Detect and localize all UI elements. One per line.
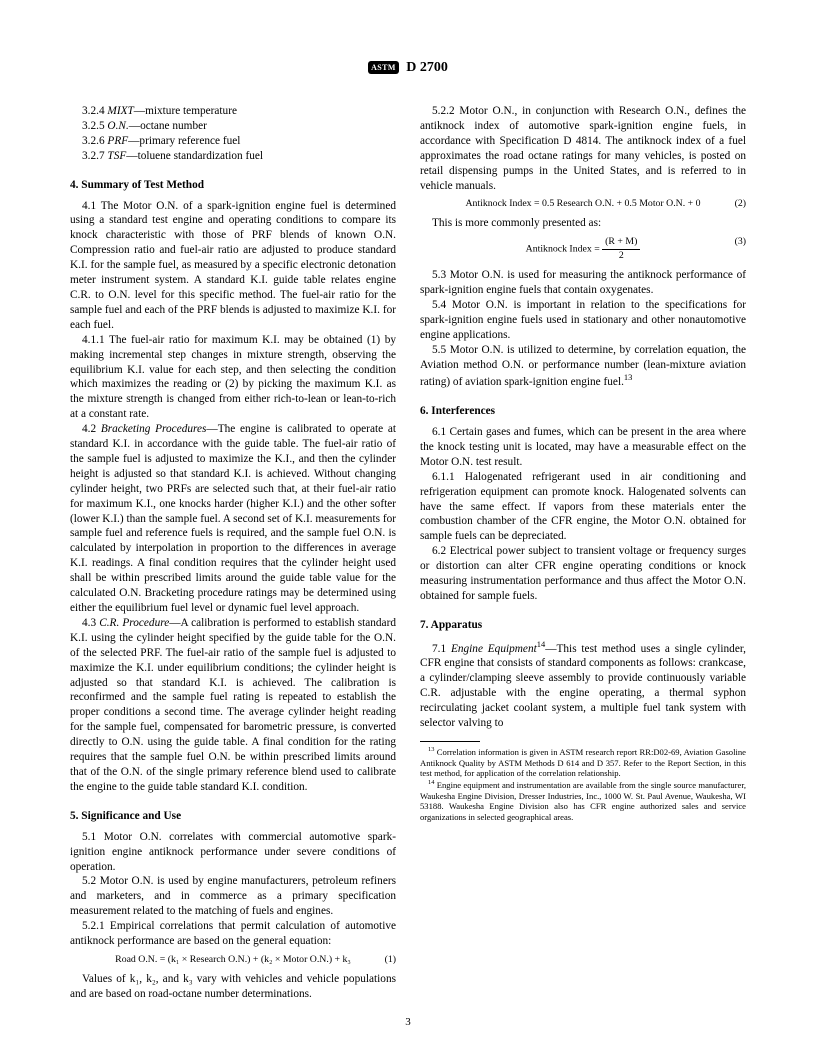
- para-6-2: 6.2 Electrical power subject to transien…: [420, 544, 746, 604]
- content-columns: 3.2.4 MIXT—mixture temperature 3.2.5 O.N…: [70, 104, 746, 1004]
- para-4-1: 4.1 The Motor O.N. of a spark-ignition e…: [70, 199, 396, 333]
- astm-logo: ASTM: [368, 61, 399, 74]
- para-5-3: 5.3 Motor O.N. is used for measuring the…: [420, 268, 746, 298]
- page-number: 3: [0, 1016, 816, 1028]
- para-5-4: 5.4 Motor O.N. is important in relation …: [420, 298, 746, 343]
- para-5-2-1-values: Values of k₁, k₂, and k₃ vary with vehic…: [70, 972, 396, 1002]
- section-7-title: 7. Apparatus: [420, 618, 746, 633]
- para-4-1-1: 4.1.1 The fuel-air ratio for maximum K.I…: [70, 333, 396, 422]
- para-4-3: 4.3 C.R. Procedure—A calibration is perf…: [70, 616, 396, 795]
- footnote-14: 14 Engine equipment and instrumentation …: [420, 779, 746, 823]
- equation-1: Road O.N. = (k₁ × Research O.N.) + (k₂ ×…: [70, 954, 396, 967]
- para-7-1: 7.1 Engine Equipment14—This test method …: [420, 639, 746, 731]
- para-5-2-2: 5.2.2 Motor O.N., in conjunction with Re…: [420, 104, 746, 193]
- para-5-2-2b: This is more commonly presented as:: [420, 216, 746, 231]
- def-3-2-5: 3.2.5 O.N.—octane number: [70, 119, 396, 134]
- para-5-5: 5.5 Motor O.N. is utilized to determine,…: [420, 343, 746, 390]
- para-6-1-1: 6.1.1 Halogenated refrigerant used in ai…: [420, 470, 746, 545]
- footnote-separator: [420, 741, 480, 742]
- def-3-2-7: 3.2.7 TSF—toluene standardization fuel: [70, 149, 396, 164]
- footnotes-block: 13 Correlation information is given in A…: [420, 741, 746, 823]
- def-3-2-6: 3.2.6 PRF—primary reference fuel: [70, 134, 396, 149]
- para-5-2-1: 5.2.1 Empirical correlations that permit…: [70, 919, 396, 949]
- section-5-title: 5. Significance and Use: [70, 809, 396, 824]
- para-4-2: 4.2 Bracketing Procedures—The engine is …: [70, 422, 396, 616]
- section-4-title: 4. Summary of Test Method: [70, 178, 396, 193]
- para-6-1: 6.1 Certain gases and fumes, which can b…: [420, 425, 746, 470]
- page-header: ASTM D 2700: [70, 60, 746, 76]
- footnote-13: 13 Correlation information is given in A…: [420, 746, 746, 779]
- designation: D 2700: [406, 60, 448, 75]
- para-5-1: 5.1 Motor O.N. correlates with commercia…: [70, 830, 396, 875]
- equation-2: Antiknock Index = 0.5 Research O.N. + 0.…: [420, 198, 746, 211]
- def-3-2-4: 3.2.4 MIXT—mixture temperature: [70, 104, 396, 119]
- equation-3: Antiknock Index = (R + M)2 (3): [420, 236, 746, 263]
- section-6-title: 6. Interferences: [420, 404, 746, 419]
- para-5-2: 5.2 Motor O.N. is used by engine manufac…: [70, 874, 396, 919]
